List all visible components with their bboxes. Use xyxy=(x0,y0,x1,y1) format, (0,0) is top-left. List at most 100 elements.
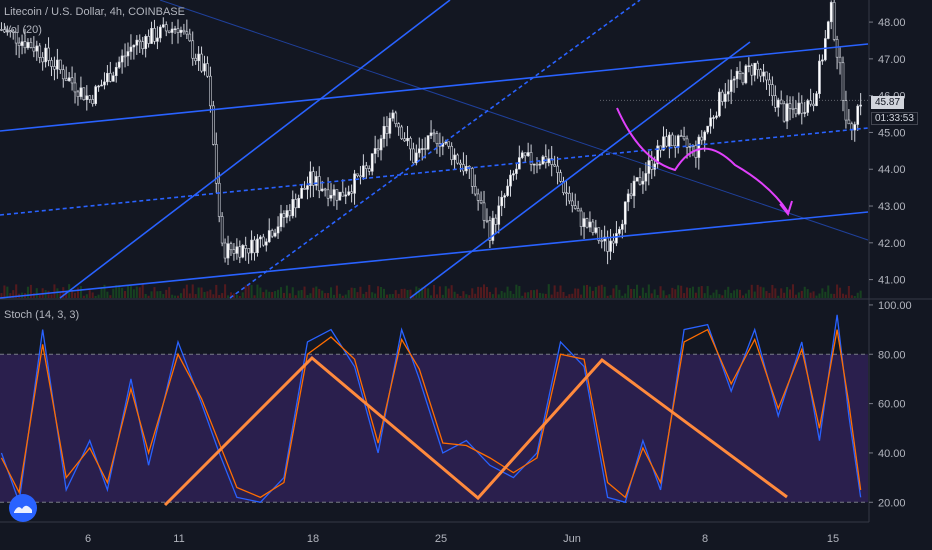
candle-up xyxy=(532,163,536,166)
volume-bar xyxy=(309,293,312,298)
candle-up xyxy=(226,243,230,259)
candle-down xyxy=(535,163,539,166)
candle-down xyxy=(838,56,842,64)
candle-up xyxy=(6,30,9,33)
volume-bar xyxy=(594,286,597,298)
candle-up xyxy=(373,148,377,154)
volume-bar xyxy=(265,289,268,298)
volume-bar xyxy=(109,295,112,298)
candle-up xyxy=(500,196,504,207)
candle-up xyxy=(329,195,333,199)
candle-up xyxy=(497,205,501,225)
candle-up xyxy=(753,62,757,76)
volume-bar xyxy=(753,291,756,298)
volume-bar xyxy=(126,285,130,298)
volume-bar xyxy=(191,284,194,298)
volume-bar xyxy=(435,294,438,298)
volume-bar xyxy=(288,293,291,298)
volume-bar xyxy=(633,289,636,298)
volume-bar xyxy=(212,294,215,298)
volume-bar xyxy=(450,285,453,298)
candle-down xyxy=(8,30,12,33)
candle-up xyxy=(276,226,280,234)
candle-down xyxy=(553,164,556,167)
candle-up xyxy=(279,213,283,228)
candle-down xyxy=(476,193,480,201)
candle-down xyxy=(771,84,774,97)
volume-bar xyxy=(712,292,715,298)
volume-bar xyxy=(271,292,274,298)
volume-bar xyxy=(635,284,639,298)
candle-down xyxy=(53,66,56,70)
volume-bar xyxy=(680,285,683,298)
candle-down xyxy=(323,188,327,191)
candle-down xyxy=(650,160,654,170)
volume-bar xyxy=(229,292,233,298)
candle-up xyxy=(744,65,748,84)
candle-down xyxy=(0,29,3,31)
candle-up xyxy=(632,180,636,197)
volume-bar xyxy=(468,295,471,298)
volume-bar xyxy=(406,289,409,298)
candle-down xyxy=(485,219,489,222)
volume-bar xyxy=(497,294,500,298)
candle-down xyxy=(488,220,492,241)
candle-down xyxy=(38,45,42,58)
volume-bar xyxy=(303,286,306,298)
volume-bar xyxy=(12,290,15,298)
volume-bar xyxy=(780,288,783,298)
candle-up xyxy=(603,236,606,242)
volume-bar xyxy=(135,286,138,298)
candle-up xyxy=(506,185,509,196)
volume-bar xyxy=(568,294,571,298)
time-tick-label: Jun xyxy=(563,533,581,545)
candle-up xyxy=(56,59,59,70)
volume-bar xyxy=(541,293,544,298)
candle-up xyxy=(264,241,268,246)
candle-up xyxy=(588,221,592,228)
volume-bar xyxy=(88,290,91,298)
volume-bar xyxy=(268,291,271,298)
volume-bar xyxy=(118,285,121,298)
volume-bar xyxy=(833,293,836,298)
candle-up xyxy=(417,148,421,154)
candle-up xyxy=(706,125,709,133)
volume-bar xyxy=(585,284,589,298)
volume-bar xyxy=(150,291,153,298)
volume-bar xyxy=(641,287,644,298)
symbol-title: Litecoin / U.S. Dollar, 4h, COINBASE xyxy=(4,6,185,18)
volume-bar xyxy=(171,294,174,298)
candle-down xyxy=(568,192,571,202)
candle-up xyxy=(306,185,309,190)
candle-down xyxy=(559,172,562,182)
candle-down xyxy=(397,123,401,128)
volume-bar xyxy=(174,295,177,298)
volume-bar xyxy=(447,288,450,298)
volume-bar xyxy=(553,285,556,298)
candle-up xyxy=(512,173,515,176)
volume-bar xyxy=(786,287,789,298)
candle-down xyxy=(367,168,371,172)
tradingview-logo-icon[interactable] xyxy=(9,494,37,522)
volume-bar xyxy=(132,289,135,298)
volume-bar xyxy=(762,287,765,298)
candle-up xyxy=(332,189,336,196)
candle-down xyxy=(832,2,836,40)
candle-up xyxy=(285,210,289,218)
volume-bar xyxy=(147,295,150,298)
volume-bar xyxy=(232,293,235,298)
volume-bar xyxy=(691,286,694,298)
candle-down xyxy=(32,47,36,52)
candle-up xyxy=(67,77,71,82)
volume-bar xyxy=(138,287,141,298)
candle-up xyxy=(623,201,627,225)
candle-up xyxy=(726,91,730,95)
candle-up xyxy=(161,24,165,28)
candle-down xyxy=(335,189,339,201)
volume-bar xyxy=(391,294,394,298)
volume-bar xyxy=(165,289,168,298)
volume-bar xyxy=(32,293,35,298)
volume-bar xyxy=(350,287,353,298)
candle-down xyxy=(659,145,662,151)
candle-up xyxy=(426,135,430,150)
